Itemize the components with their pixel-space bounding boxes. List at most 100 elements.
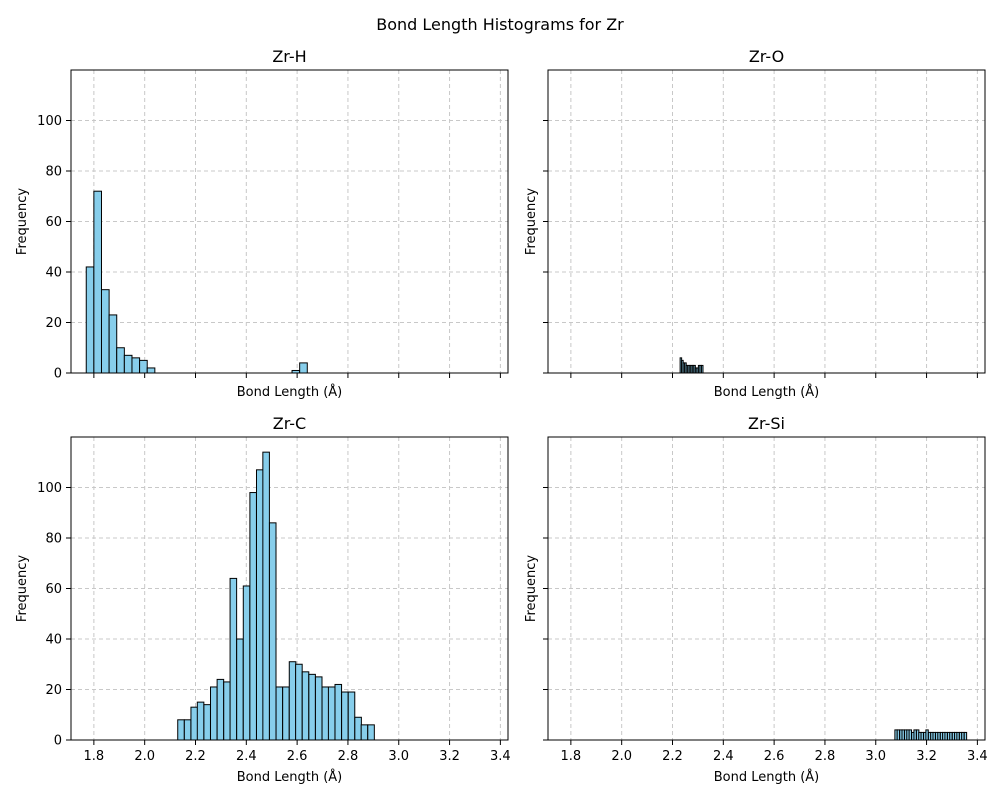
x-axis-label: Bond Length (Å) [714, 384, 820, 400]
bar-zr-c-10 [242, 585, 251, 741]
bar-zr-si-18 [937, 731, 941, 741]
x-axis-label: Bond Length (Å) [237, 384, 343, 400]
y-tick-label: 100 [37, 114, 62, 129]
bar-zr-c-4 [203, 704, 211, 741]
x-tick-label: 2.8 [338, 749, 359, 764]
bar-zr-c-8 [229, 577, 238, 741]
bar-zr-si-6 [908, 729, 912, 741]
y-tick-label: 60 [45, 215, 62, 230]
bar-zr-h-5 [123, 354, 133, 374]
bar-zr-si-13 [925, 729, 929, 741]
x-tick-label: 2.0 [611, 749, 632, 764]
bar-zr-si-28 [961, 731, 965, 741]
x-tick-label: 3.4 [490, 749, 511, 764]
y-axis-label: Frequency [524, 188, 539, 255]
bar-zr-si-8 [913, 729, 917, 741]
bar-zr-si-1 [896, 729, 901, 741]
bar-zr-c-29 [367, 724, 375, 741]
bar-zr-c-11 [249, 492, 257, 741]
bar-zr-h-2 [100, 289, 110, 374]
y-tick-label: 80 [45, 165, 62, 180]
bar-zr-c-3 [196, 701, 205, 741]
bar-zr-c-20 [308, 673, 316, 741]
x-tick-label: 2.2 [185, 749, 206, 764]
bar-zr-c-0 [177, 719, 185, 741]
y-axis-label: Frequency [15, 555, 30, 622]
bar-zr-si-23 [949, 731, 953, 741]
bar-zr-c-28 [360, 724, 369, 741]
x-tick-label: 2.0 [134, 749, 155, 764]
bar-zr-si-11 [920, 731, 924, 741]
x-tick-label: 3.2 [916, 749, 937, 764]
y-tick-label: 60 [45, 582, 62, 597]
y-tick-label: 20 [45, 316, 62, 331]
bar-zr-c-14 [268, 522, 277, 741]
bar-zr-c-12 [255, 469, 264, 741]
y-tick-label: 0 [54, 367, 62, 382]
x-tick-label: 3.2 [439, 749, 460, 764]
figure-title: Bond Length Histograms for Zr [376, 15, 624, 34]
panel-zr-c: 1.8 2.0 2.2 2.4 2.6 2.8 3.0 3.2 3.4 0 20 40 60 80 100 Z… [15, 414, 511, 785]
panel-title: Zr-Si [748, 414, 785, 433]
panel-zr-o: Zr-O Bond Length (Å) Frequency [524, 47, 986, 400]
bar-zr-h-8 [146, 367, 156, 374]
bar-zr-si-26 [956, 731, 960, 741]
x-tick-label: 2.8 [815, 749, 836, 764]
panel-zr-h: 0 20 40 60 80 100 Zr-H Bond Length (Å) Frequency [15, 47, 509, 400]
bar-zr-c-16 [282, 686, 290, 741]
bar-zr-c-27 [354, 716, 362, 741]
bar-zr-si-21 [944, 731, 948, 741]
bar-zr-c-6 [216, 678, 225, 741]
y-axis-label: Frequency [524, 555, 539, 622]
x-tick-label: 2.4 [236, 749, 257, 764]
x-tick-label: 1.8 [84, 749, 105, 764]
x-tick-label: 2.2 [662, 749, 683, 764]
bar-zr-si-29 [963, 731, 968, 741]
bar-zr-c-26 [347, 691, 356, 741]
y-tick-label: 20 [45, 683, 62, 698]
y-tick-label: 0 [54, 734, 62, 749]
x-tick-label: 2.6 [764, 749, 785, 764]
x-tick-label: 3.0 [388, 749, 409, 764]
x-tick-label: 2.4 [713, 749, 734, 764]
bar-zr-o-14 [700, 364, 704, 374]
panel-title: Zr-C [273, 414, 306, 433]
x-tick-label: 3.0 [865, 749, 886, 764]
bar-zr-c-13 [262, 451, 270, 741]
y-tick-label: 40 [45, 633, 62, 648]
bar-zr-si-16 [932, 731, 936, 741]
bar-zr-h-7 [139, 359, 148, 374]
x-tick-label: 3.4 [967, 749, 988, 764]
bar-zr-c-2 [190, 706, 199, 741]
bar-zr-c-21 [314, 676, 323, 741]
bar-zr-c-9 [236, 638, 244, 741]
y-axis-label: Frequency [15, 188, 30, 255]
y-tick-label: 80 [45, 532, 62, 547]
bar-zr-c-25 [341, 691, 349, 741]
y-tick-label: 100 [37, 481, 62, 496]
bar-zr-c-5 [210, 686, 218, 741]
bar-zr-c-23 [327, 686, 336, 741]
bar-zr-c-18 [295, 663, 303, 741]
bar-zr-c-22 [321, 686, 330, 741]
bar-zr-c-24 [334, 683, 343, 741]
bar-zr-c-7 [223, 681, 231, 741]
bar-zr-h-1 [93, 190, 102, 374]
x-axis-label: Bond Length (Å) [237, 769, 343, 785]
bar-zr-h-6 [131, 357, 141, 374]
bar-zr-c-17 [288, 661, 297, 741]
bar-zr-h-4 [116, 347, 125, 374]
x-tick-label: 2.6 [287, 749, 308, 764]
bar-zr-si-3 [901, 729, 905, 741]
x-axis-label: Bond Length (Å) [714, 769, 820, 785]
bar-zr-c-19 [301, 671, 310, 741]
bar-zr-c-1 [183, 719, 192, 741]
bar-zr-c-15 [275, 686, 284, 741]
bar-zr-h-3 [108, 314, 118, 374]
panel-title: Zr-H [272, 47, 306, 66]
bar-zr-h-28 [299, 362, 308, 374]
x-tick-label: 1.8 [561, 749, 582, 764]
y-tick-label: 40 [45, 266, 62, 281]
